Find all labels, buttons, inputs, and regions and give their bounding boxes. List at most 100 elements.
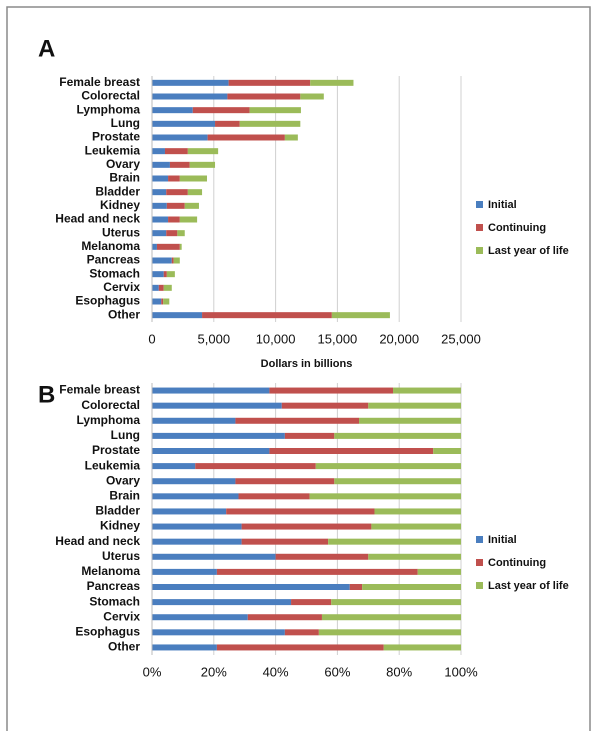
category-label: Melanoma — [81, 239, 140, 253]
bar-segment — [368, 553, 461, 560]
legend-swatch — [476, 247, 483, 254]
bar-segment — [152, 432, 285, 439]
category-label: Other — [108, 307, 140, 321]
bar-segment — [168, 175, 180, 182]
x-tick-label: 20,000 — [379, 331, 419, 346]
bar-segment — [318, 629, 461, 636]
bar-segment — [249, 107, 301, 114]
bar-segment — [184, 202, 199, 209]
category-label: Kidney — [100, 198, 140, 212]
category-label: Lung — [111, 116, 140, 130]
bar-segment — [156, 243, 180, 250]
bar-segment — [152, 120, 216, 127]
bar-segment — [275, 553, 369, 560]
bar-segment — [177, 230, 185, 237]
bar-segment — [171, 257, 174, 264]
panel-title: A — [38, 35, 55, 62]
bar-segment — [417, 568, 461, 575]
x-tick-label: 0 — [148, 331, 155, 346]
bar-segment — [152, 538, 242, 545]
legend-swatch — [476, 224, 483, 231]
x-tick-label: 80% — [386, 664, 412, 679]
bar-segment — [269, 448, 434, 454]
category-label: Head and neck — [55, 212, 140, 226]
x-tick-label: 0% — [143, 664, 162, 679]
bar-segment — [152, 614, 248, 621]
bar-segment — [152, 161, 170, 168]
bar-segment — [152, 271, 164, 278]
bar-segment — [315, 463, 461, 470]
legend-label: Initial — [488, 534, 517, 546]
bar-segment — [152, 493, 239, 500]
bar-segment — [215, 120, 240, 127]
bar-segment — [152, 298, 162, 305]
category-label: Colorectal — [81, 89, 140, 103]
bar-segment — [216, 568, 418, 575]
bar-segment — [334, 432, 461, 439]
bar-segment — [383, 644, 461, 651]
bar-segment — [187, 189, 203, 196]
category-label: Pancreas — [87, 579, 141, 593]
bar-segment — [269, 387, 394, 394]
category-label: Bladder — [95, 504, 140, 518]
bar-segment — [291, 599, 332, 606]
bar-segment — [166, 271, 175, 278]
category-label: Stomach — [89, 594, 140, 608]
bar-segment — [163, 284, 172, 291]
bar-segment — [152, 508, 227, 515]
bar-segment — [331, 312, 390, 319]
bar-segment — [227, 93, 301, 100]
bar-segment — [192, 107, 250, 114]
bar-segment — [161, 298, 164, 305]
category-label: Female breast — [59, 75, 140, 89]
bar-segment — [179, 175, 208, 182]
bar-segment — [328, 538, 461, 545]
category-label: Female breast — [59, 383, 140, 397]
legend-label: Initial — [488, 199, 517, 211]
bar-segment — [152, 463, 196, 470]
bar-segment — [152, 599, 292, 606]
category-label: Brain — [109, 489, 140, 503]
category-label: Ovary — [106, 473, 140, 487]
bar-segment — [321, 614, 461, 621]
bar-segment — [152, 230, 167, 237]
x-tick-label: 5,000 — [198, 331, 231, 346]
bar-segment — [152, 202, 167, 209]
category-label: Other — [108, 640, 140, 654]
bar-segment — [166, 230, 178, 237]
bar-segment — [152, 243, 157, 250]
category-label: Uterus — [102, 549, 140, 563]
legend-swatch — [476, 582, 483, 589]
bar-segment — [166, 202, 185, 209]
bar-segment — [284, 432, 335, 439]
bar-segment — [374, 508, 461, 515]
bar-segment — [152, 257, 172, 264]
bar-segment — [195, 463, 316, 470]
x-tick-label: 100% — [444, 664, 478, 679]
bar-segment — [202, 312, 332, 319]
legend-label: Continuing — [488, 222, 546, 234]
category-label: Prostate — [92, 443, 140, 457]
bar-segment — [239, 120, 301, 127]
bar-segment — [152, 553, 276, 560]
bar-segment — [152, 175, 169, 182]
bar-segment — [331, 599, 461, 606]
bar-segment — [284, 134, 298, 141]
frame — [6, 6, 591, 731]
legend-swatch — [476, 559, 483, 566]
bar-segment — [281, 402, 369, 409]
x-tick-label: 20% — [201, 664, 227, 679]
bar-segment — [216, 644, 384, 651]
bar-segment — [164, 148, 188, 155]
bar-segment — [228, 79, 311, 86]
category-label: Leukemia — [85, 458, 141, 472]
x-tick-label: 25,000 — [441, 331, 481, 346]
bar-segment — [152, 478, 236, 485]
bar-segment — [152, 284, 159, 291]
category-label: Prostate — [92, 130, 140, 144]
bar-segment — [152, 584, 350, 590]
bar-segment — [163, 271, 167, 278]
bar-segment — [368, 402, 461, 409]
x-axis-label: Dollars in billions — [261, 358, 353, 370]
category-label: Lymphoma — [76, 102, 140, 116]
